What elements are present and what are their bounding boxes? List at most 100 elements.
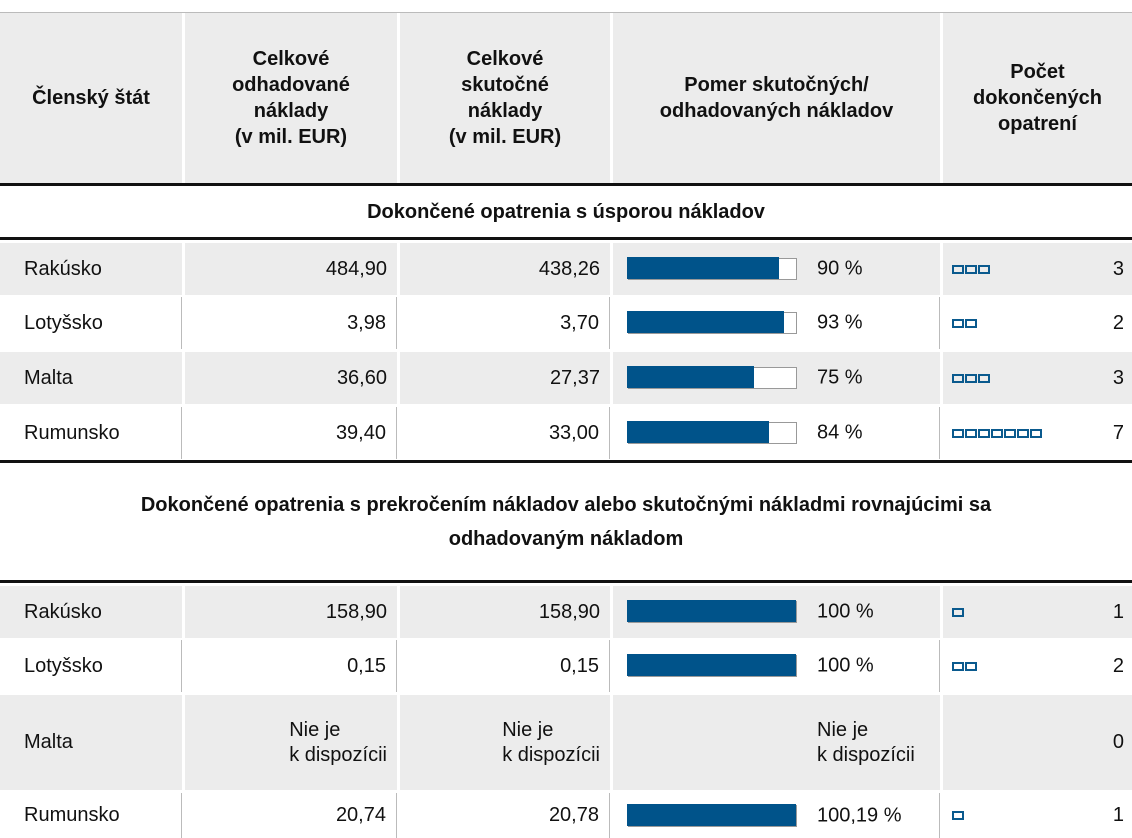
actual: 438,26 [538, 257, 600, 280]
estimated: 484,90 [325, 257, 387, 280]
ratio-label: 93 % [817, 311, 863, 334]
count: 7 [1112, 421, 1124, 444]
actual-cell: 33,00 [400, 407, 610, 459]
actual: 0,15 [560, 654, 599, 677]
country-cell: Rakúsko [0, 586, 182, 638]
actual: 158,90 [538, 600, 600, 623]
count-cell: 3 [943, 352, 1132, 404]
ratio-cell: 100 % [613, 640, 940, 692]
count-cell: 1 [943, 793, 1132, 838]
estimated: 36,60 [336, 366, 387, 389]
count-square [978, 428, 990, 438]
column-header: Pomer skutočných/ odhadovaných nákladov [613, 13, 940, 183]
count-square [1017, 428, 1029, 438]
actual: 20,78 [548, 804, 599, 826]
country-cell: Rakúsko [0, 243, 182, 295]
count-cell: 7 [943, 407, 1132, 459]
count-square [1004, 428, 1016, 438]
count: 2 [1112, 311, 1124, 334]
actual: 3,70 [560, 311, 599, 334]
count-square [952, 661, 964, 671]
count-square [952, 607, 964, 617]
actual-cell: Nie je k dispozícii [400, 695, 610, 790]
count: 3 [1112, 366, 1124, 389]
estimated: 3,98 [347, 311, 386, 334]
count-cell: 0 [943, 695, 1132, 790]
count-square [965, 318, 977, 328]
count-square [965, 428, 977, 438]
ratio-bar [627, 421, 769, 443]
count: 1 [1112, 600, 1124, 623]
estimated-cell: 158,90 [185, 586, 397, 638]
count-icons [952, 661, 978, 671]
country-cell: Malta [0, 352, 182, 404]
section-title: Dokončené opatrenia s prekročením náklad… [140, 493, 992, 550]
ratio-label: 75 % [817, 366, 863, 389]
column-header: Členský štát [0, 13, 182, 183]
rule [0, 237, 1132, 240]
actual-cell: 158,90 [400, 586, 610, 638]
count-square [965, 264, 977, 274]
actual-cell: 3,70 [400, 297, 610, 349]
count-icons [952, 373, 991, 383]
country: Lotyšsko [24, 311, 103, 334]
count-icons [952, 428, 1043, 438]
ratio-cell: 100 % [613, 586, 940, 638]
ratio-cell: 100,19 % [613, 793, 940, 838]
country: Rumunsko [24, 421, 120, 444]
actual: 33,00 [548, 421, 599, 444]
header-band [0, 12, 1132, 13]
ratio-label: 84 % [817, 421, 863, 444]
ratio-cell: 84 % [613, 407, 940, 459]
ratio-label: 100,19 % [817, 804, 902, 826]
count-square [952, 428, 964, 438]
estimated-cell: 20,74 [185, 793, 397, 838]
ratio-cell: 75 % [613, 352, 940, 404]
count-icons [952, 607, 965, 617]
rule [0, 183, 1132, 186]
actual-cell: 20,78 [400, 793, 610, 838]
count-square [965, 661, 977, 671]
count-square [978, 264, 990, 274]
estimated-cell: 39,40 [185, 407, 397, 459]
estimated: 0,15 [347, 654, 386, 677]
country-cell: Lotyšsko [0, 297, 182, 349]
ratio-bar [627, 257, 780, 279]
estimated-cell: 484,90 [185, 243, 397, 295]
count-square [952, 373, 964, 383]
count: 1 [1112, 804, 1124, 826]
estimated-cell: 3,98 [185, 297, 397, 349]
count: 0 [1112, 731, 1124, 753]
rule [0, 580, 1132, 583]
column-header: Počet dokončených opatrení [943, 13, 1132, 183]
section-title: Dokončené opatrenia s úsporou nákladov [367, 200, 765, 223]
count-cell: 2 [943, 297, 1132, 349]
country: Malta [24, 731, 73, 753]
ratio-label: 100 % [817, 600, 874, 623]
estimated-cell: 0,15 [185, 640, 397, 692]
actual-cell: 0,15 [400, 640, 610, 692]
count-square [952, 318, 964, 328]
actual: 27,37 [549, 366, 600, 389]
count-square [978, 373, 990, 383]
country: Rakúsko [24, 257, 102, 280]
actual-cell: 27,37 [400, 352, 610, 404]
estimated: 39,40 [335, 421, 386, 444]
country-cell: Lotyšsko [0, 640, 182, 692]
estimated: 158,90 [325, 600, 387, 623]
count-icons [952, 318, 978, 328]
country: Rumunsko [24, 804, 120, 826]
count-cell: 3 [943, 243, 1132, 295]
ratio-bar [627, 311, 785, 333]
ratio-bar [627, 654, 796, 676]
country-cell: Rumunsko [0, 793, 182, 838]
count-square [952, 811, 964, 820]
ratio-label: Nie je k dispozícii [817, 718, 915, 766]
ratio-label: 90 % [817, 257, 863, 280]
country: Rakúsko [24, 600, 102, 623]
ratio-bar [627, 803, 797, 826]
count-square [952, 264, 964, 274]
actual-cell: 438,26 [400, 243, 610, 295]
ratio-cell: 90 % [613, 243, 940, 295]
